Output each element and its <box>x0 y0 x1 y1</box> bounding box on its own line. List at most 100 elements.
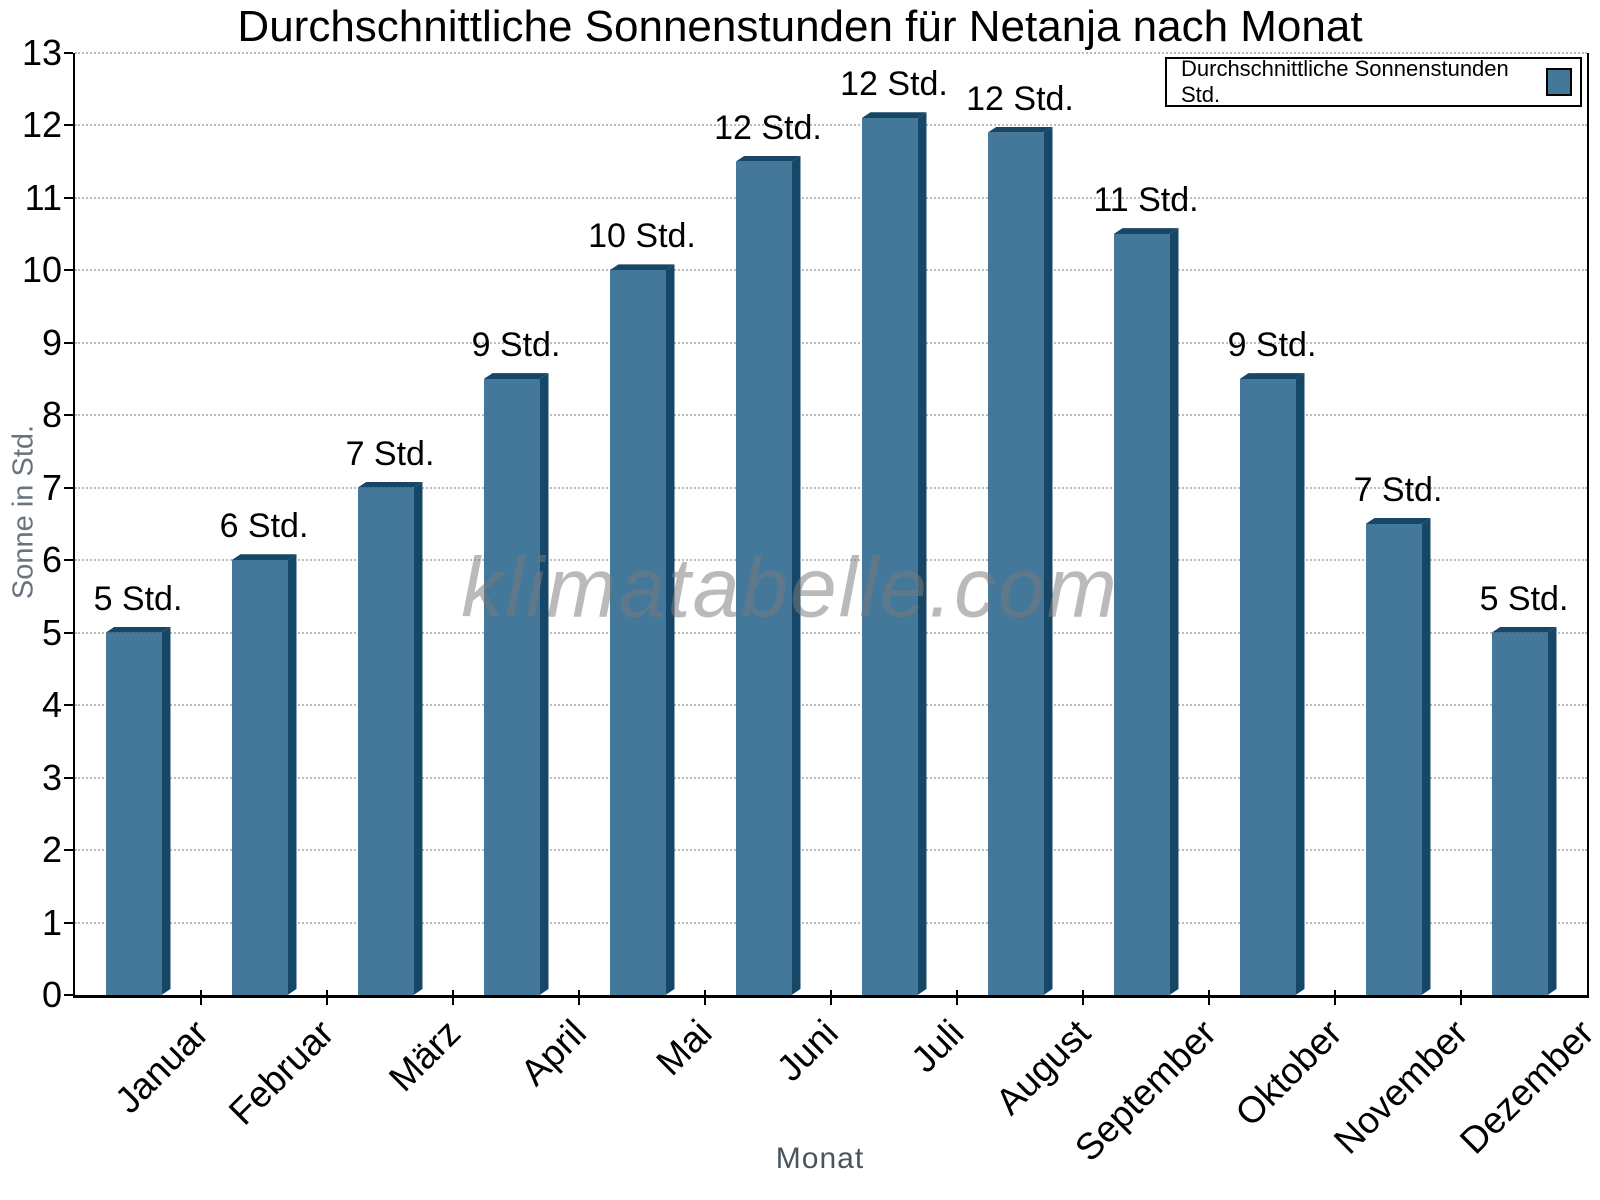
bar-top-edge <box>484 373 549 379</box>
x-tick-label-text: Februar <box>221 1012 342 1133</box>
bar-value-label: 7 Std. <box>1353 471 1443 509</box>
gridline <box>75 559 1587 562</box>
x-axis-tick <box>704 990 706 1005</box>
bar-face <box>1239 379 1296 995</box>
bar-value-label: 10 Std. <box>588 217 696 256</box>
bar-value-label: 7 Std. <box>345 434 435 473</box>
gridline <box>75 196 1587 199</box>
bar <box>861 112 927 995</box>
bar-value-label: 12 Std. <box>714 108 822 147</box>
y-tick-label: 10 <box>21 249 62 291</box>
bar-face <box>105 632 162 995</box>
bar-value-label: 6 Std. <box>219 507 309 546</box>
bar <box>609 264 675 995</box>
bar-side-edge <box>1548 627 1557 995</box>
bar-top-edge <box>1492 627 1557 633</box>
x-axis-tick <box>1460 990 1462 1005</box>
bar-face <box>231 560 288 995</box>
bar-top-edge <box>1240 373 1305 379</box>
chart-title: Durchschnittliche Sonnenstunden für Neta… <box>237 2 1363 51</box>
x-axis-tick <box>578 990 580 1005</box>
gridline <box>75 52 1587 54</box>
y-tick-label: 3 <box>41 756 62 798</box>
y-axis-tick <box>64 559 73 562</box>
x-axis-tick <box>200 990 202 1005</box>
bar <box>1491 627 1557 995</box>
gridline <box>75 414 1587 417</box>
bar-side-edge <box>162 627 171 995</box>
gridline <box>75 124 1587 127</box>
x-tick-label-text: April <box>512 1012 594 1094</box>
x-tick-label-text: November <box>1326 1012 1476 1162</box>
bar <box>357 482 423 995</box>
bar-face <box>609 270 666 995</box>
bar-value-label: 5 Std. <box>1479 579 1569 618</box>
gridline <box>75 341 1587 344</box>
x-axis-tick <box>956 990 958 1005</box>
x-axis-tick <box>452 990 454 1005</box>
y-axis-tick <box>64 124 73 127</box>
x-axis-tick <box>830 990 832 1005</box>
legend-swatch <box>1546 68 1572 96</box>
x-tick-label-text: Januar <box>106 1012 216 1121</box>
x-tick-label-text: Oktober <box>1227 1012 1350 1135</box>
bar-face <box>1365 524 1422 995</box>
gridline <box>75 849 1587 852</box>
legend: Durchschnittliche Sonnenstunden Std. <box>1165 56 1582 107</box>
bar-face <box>987 132 1044 995</box>
x-axis-tick <box>1334 990 1336 1005</box>
bar-value-label: 12 Std. <box>966 79 1074 118</box>
legend-label: Durchschnittliche Sonnenstunden Std. <box>1181 56 1509 107</box>
bar-top-edge <box>736 156 801 162</box>
y-axis-tick <box>64 921 73 924</box>
bar-side-edge <box>666 264 675 995</box>
x-tick-label-text: Juli <box>903 1012 972 1081</box>
bar <box>483 373 549 995</box>
y-axis-tick <box>64 849 73 852</box>
bar-top-edge <box>1366 518 1431 524</box>
gridline <box>75 269 1587 272</box>
y-axis-tick <box>64 631 73 634</box>
bar <box>1239 373 1305 995</box>
bar-value-label: 9 Std. <box>471 326 561 365</box>
gridline <box>75 486 1587 489</box>
y-axis-tick <box>64 776 73 779</box>
bar-value-label: 12 Std. <box>840 65 948 104</box>
bar <box>231 554 297 995</box>
gridline <box>75 776 1587 779</box>
x-tick-label-text: Dezember <box>1452 1012 1600 1162</box>
y-axis-tick <box>64 486 73 489</box>
y-tick-label: 4 <box>41 684 62 726</box>
bar-side-edge <box>1422 518 1431 995</box>
bar-side-edge <box>288 554 297 995</box>
bar-value-label: 11 Std. <box>1093 181 1199 220</box>
bar-face <box>735 161 792 995</box>
bar-value-label: 9 Std. <box>1227 326 1317 365</box>
y-tick-label: 2 <box>41 829 62 871</box>
bar <box>735 156 801 995</box>
x-axis-tick <box>1082 990 1084 1005</box>
bar <box>105 627 171 995</box>
x-tick-label-text: Mai <box>648 1012 720 1084</box>
bar-side-edge <box>918 112 927 995</box>
x-axis-tick <box>326 990 328 1005</box>
bar-face <box>357 487 414 995</box>
y-axis-tick <box>64 414 73 417</box>
bar <box>1365 518 1431 995</box>
gridline <box>75 631 1587 634</box>
y-tick-label: 5 <box>41 611 62 653</box>
bar-top-edge <box>610 264 675 270</box>
bar-face <box>1491 632 1548 995</box>
y-tick-label: 13 <box>21 32 62 73</box>
y-tick-label: 11 <box>24 176 62 218</box>
bar-side-edge <box>792 156 801 995</box>
y-tick-label: 6 <box>41 539 62 581</box>
gridline <box>75 921 1587 924</box>
y-tick-label: 1 <box>41 901 62 943</box>
y-axis-tick <box>64 704 73 707</box>
x-tick-label-text: März <box>380 1012 468 1100</box>
x-tick-label-text: August <box>987 1012 1098 1123</box>
bar-top-edge <box>358 482 423 488</box>
bar-value-label: 5 Std. <box>93 579 183 618</box>
